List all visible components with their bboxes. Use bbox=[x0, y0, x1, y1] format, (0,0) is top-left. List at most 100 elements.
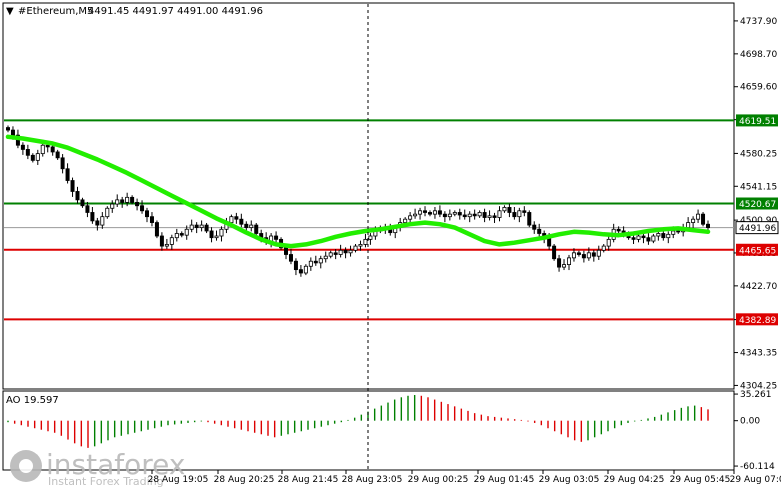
candle-body bbox=[532, 224, 537, 230]
candle-body bbox=[40, 144, 45, 155]
candle-body bbox=[75, 191, 80, 201]
candle-body bbox=[562, 264, 567, 268]
menu-triangle-icon[interactable]: ▼ bbox=[6, 6, 14, 17]
candle-body bbox=[701, 213, 706, 225]
price-tick-label: 4737.90 bbox=[740, 17, 777, 27]
level-badge-support bbox=[736, 313, 778, 326]
candle-body bbox=[517, 210, 522, 218]
price-tick-label: 4500.90 bbox=[740, 216, 777, 226]
candle-body bbox=[596, 249, 601, 257]
candle-body bbox=[522, 210, 527, 213]
time-tick-label: 29 Aug 07:05 bbox=[730, 475, 781, 485]
candle-body bbox=[507, 207, 512, 213]
candle-body bbox=[239, 218, 244, 225]
price-tick-label: 4698.70 bbox=[740, 50, 777, 60]
candle-body bbox=[333, 252, 338, 255]
candle-body bbox=[130, 196, 135, 203]
candle-body bbox=[601, 245, 606, 251]
candle-body bbox=[110, 203, 115, 209]
candle-body bbox=[691, 218, 696, 223]
watermark-brand: instaforex bbox=[46, 448, 185, 481]
candle-body bbox=[159, 235, 164, 247]
candle-body bbox=[656, 233, 661, 237]
candle-body bbox=[437, 210, 442, 215]
candle-body bbox=[472, 213, 477, 217]
current-price-badge bbox=[735, 221, 779, 235]
candle-body bbox=[636, 235, 641, 240]
candle-body bbox=[313, 260, 318, 264]
candle-body bbox=[482, 212, 487, 218]
candle-body bbox=[189, 224, 194, 230]
ao-tick-label: -60.114 bbox=[740, 462, 775, 472]
candle-body bbox=[179, 233, 184, 236]
candle-body bbox=[194, 224, 199, 229]
candle-body bbox=[432, 210, 437, 215]
candle-body bbox=[358, 244, 363, 247]
candle-body bbox=[249, 224, 254, 229]
candle-body bbox=[145, 210, 150, 218]
level-badge-label: 4382.89 bbox=[739, 316, 776, 326]
candle-body bbox=[606, 238, 611, 247]
candle-body bbox=[418, 210, 423, 215]
candle-body bbox=[274, 235, 279, 240]
candle-body bbox=[234, 216, 239, 220]
candle-body bbox=[631, 237, 636, 240]
candle-body bbox=[30, 154, 35, 161]
time-tick-label: 28 Aug 23:05 bbox=[342, 475, 403, 485]
candle-body bbox=[135, 201, 140, 207]
candle-body bbox=[214, 235, 219, 239]
price-tick-label: 4422.70 bbox=[740, 282, 777, 292]
candle-body bbox=[50, 146, 55, 153]
candle-body bbox=[328, 252, 333, 257]
price-tick-label: 4580.25 bbox=[740, 149, 777, 159]
price-tick-label: 4304.25 bbox=[740, 381, 777, 391]
candle-body bbox=[45, 144, 50, 148]
ao-tick-label: 35.261 bbox=[740, 390, 772, 400]
candle-body bbox=[164, 244, 169, 247]
candle-body bbox=[100, 216, 105, 226]
candle-body bbox=[566, 257, 571, 265]
level-badge-resistance bbox=[736, 114, 778, 127]
time-tick-label: 28 Aug 20:25 bbox=[214, 475, 275, 485]
candle-body bbox=[676, 230, 681, 233]
candle-body bbox=[646, 237, 651, 242]
time-tick-label: 29 Aug 05:45 bbox=[670, 475, 731, 485]
candle-body bbox=[363, 238, 368, 245]
symbol-label: #Ethereum,M5 bbox=[18, 6, 93, 17]
level-badge-support bbox=[736, 243, 778, 256]
candle-body bbox=[343, 249, 348, 254]
candle-body bbox=[403, 218, 408, 223]
candle-body bbox=[477, 212, 482, 217]
candle-body bbox=[467, 213, 472, 218]
candle-body bbox=[120, 199, 125, 203]
candle-body bbox=[452, 212, 457, 215]
candle-body bbox=[154, 222, 159, 237]
ohlc-readout: 4491.45 4491.97 4491.00 4491.96 bbox=[88, 6, 263, 17]
time-tick-label: 29 Aug 00:25 bbox=[408, 475, 469, 485]
level-badge-label: 4619.51 bbox=[739, 117, 776, 127]
candle-body bbox=[497, 210, 502, 218]
candle-body bbox=[462, 214, 467, 218]
candle-body bbox=[651, 235, 656, 242]
levels bbox=[4, 119, 734, 321]
candle-body bbox=[427, 212, 432, 215]
candle-body bbox=[125, 196, 130, 203]
watermark: instaforex Instant Forex Trading bbox=[10, 448, 185, 488]
candle-body bbox=[80, 199, 85, 207]
candle-body bbox=[219, 228, 224, 237]
candle-body bbox=[199, 224, 204, 229]
level-badges: 4619.51 4520.67 4465.65 4382.89 4491.96 bbox=[735, 114, 779, 326]
candle-body bbox=[442, 213, 447, 218]
candle-body bbox=[90, 212, 95, 222]
candle-body bbox=[413, 213, 418, 217]
candle-body bbox=[666, 233, 671, 239]
candle-body bbox=[661, 233, 666, 239]
candle-body bbox=[512, 212, 517, 218]
candle-body bbox=[527, 212, 532, 226]
level-badge-resistance bbox=[736, 197, 778, 210]
price-tick-label: 4541.15 bbox=[740, 182, 777, 192]
candle-body bbox=[20, 144, 25, 150]
candle-body bbox=[209, 230, 214, 239]
